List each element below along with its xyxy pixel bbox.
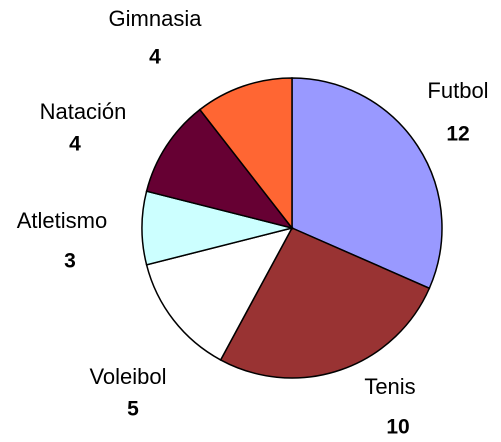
slice-label: Futbol	[427, 78, 488, 103]
pie-slice	[219, 227, 431, 379]
pie-slice	[145, 108, 294, 230]
slice-label: Natación	[40, 99, 127, 124]
slice-label: Tenis	[364, 374, 415, 399]
slice-value: 3	[64, 250, 76, 273]
slice-value: 4	[149, 46, 161, 69]
pie-slice	[198, 77, 293, 231]
slice-value: 12	[446, 123, 469, 146]
slice-label: Gimnasia	[109, 6, 203, 31]
slice-value: 5	[127, 398, 139, 421]
slice-value: 4	[69, 133, 81, 156]
slice-label: Voleibol	[89, 364, 166, 389]
pie-slice	[145, 226, 294, 361]
slice-label: Atletismo	[17, 208, 107, 233]
slice-value: 10	[386, 416, 409, 439]
pie-slice	[291, 77, 443, 290]
